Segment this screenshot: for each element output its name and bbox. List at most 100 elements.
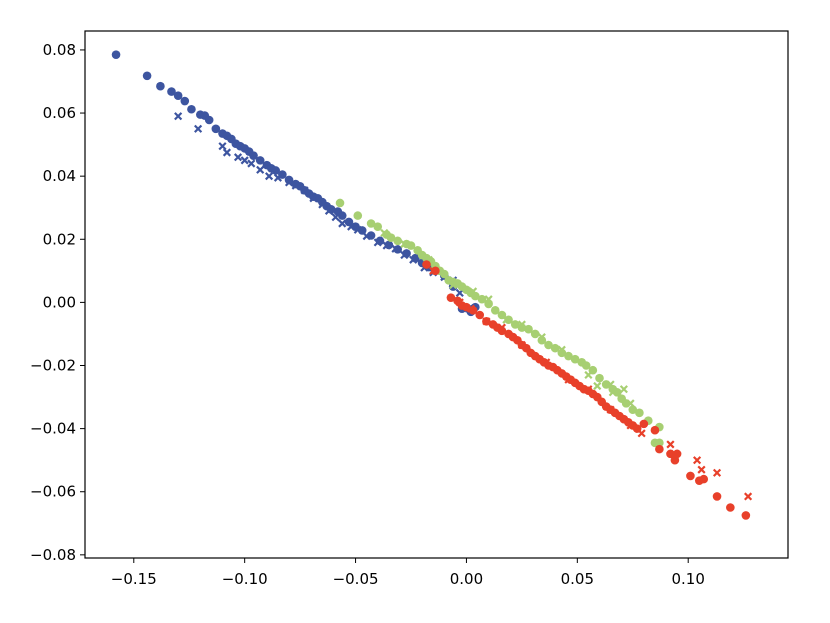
data-point <box>446 293 456 302</box>
data-point <box>530 329 540 339</box>
series-2 <box>335 198 664 448</box>
data-point-x <box>233 153 243 162</box>
data-point-x <box>429 266 438 275</box>
data-point <box>366 219 376 228</box>
data-point-x <box>712 468 722 477</box>
data-point <box>353 211 363 220</box>
data-point-x <box>606 405 615 414</box>
x-tick-label: −0.15 <box>111 570 157 588</box>
data-point <box>524 324 533 334</box>
data-point-x <box>502 315 511 324</box>
data-point-x <box>318 200 327 209</box>
y-tick-label: 0.06 <box>43 104 76 122</box>
y-tick-label: −0.08 <box>30 546 76 564</box>
data-point <box>490 305 500 315</box>
data-point-x <box>391 244 400 253</box>
data-point-x <box>466 304 475 313</box>
data-point-x <box>517 340 526 350</box>
data-point <box>477 294 487 304</box>
data-point-x <box>256 165 265 174</box>
data-point <box>712 492 722 501</box>
data-point <box>406 241 416 250</box>
data-point-x <box>353 225 362 234</box>
data-point-x <box>517 320 526 329</box>
data-point-x <box>382 241 391 250</box>
x-tick-label: −0.05 <box>333 570 379 588</box>
data-point <box>204 115 214 125</box>
data-point <box>635 408 644 418</box>
data-point-x <box>497 323 506 332</box>
data-point <box>475 310 485 320</box>
data-point-x <box>347 222 356 231</box>
data-point <box>726 503 735 512</box>
plot-frame <box>84 30 789 559</box>
data-point <box>344 217 354 227</box>
data-point-x <box>584 385 593 394</box>
data-point <box>504 315 513 325</box>
data-point-x <box>626 399 635 408</box>
data-point <box>431 266 440 276</box>
data-point <box>167 87 176 96</box>
y-tick-label: 0.08 <box>43 41 76 59</box>
data-point-x <box>240 156 249 165</box>
data-point <box>550 343 560 353</box>
data-point <box>373 222 383 231</box>
data-point-x <box>697 465 706 474</box>
data-point <box>386 233 396 242</box>
data-point-x <box>482 317 491 326</box>
data-point-x <box>564 375 573 384</box>
data-point-x <box>584 370 593 380</box>
data-point-x <box>362 232 371 241</box>
data-point-x <box>469 287 478 296</box>
data-point <box>471 291 480 301</box>
data-point <box>672 449 682 459</box>
data-point <box>337 211 347 220</box>
data-point-x <box>309 194 318 203</box>
data-point <box>639 419 649 429</box>
data-point <box>255 156 265 165</box>
data-point-x <box>409 255 418 264</box>
series-1 <box>174 112 473 313</box>
data-point-x <box>264 172 274 181</box>
data-point <box>422 260 431 269</box>
data-point-x <box>222 148 232 157</box>
data-point <box>393 236 402 246</box>
data-point <box>570 354 580 364</box>
data-point <box>180 96 190 106</box>
data-point-x <box>400 239 409 249</box>
data-point-x <box>174 112 183 121</box>
data-point <box>595 373 604 383</box>
y-tick-label: 0.02 <box>43 230 76 248</box>
data-point <box>335 198 345 208</box>
data-point-x <box>557 345 566 354</box>
data-point-x <box>608 388 617 397</box>
x-tick-label: 0.00 <box>450 570 483 588</box>
data-point-x <box>542 358 551 367</box>
series-3 <box>380 228 635 408</box>
x-tick-label: 0.10 <box>672 570 705 588</box>
data-point-x <box>593 381 602 391</box>
data-point-x <box>338 219 347 228</box>
data-point <box>628 405 638 414</box>
data-point-x <box>247 159 256 168</box>
data-point-x <box>670 449 679 458</box>
data-point-x <box>194 124 203 133</box>
data-point <box>111 50 121 59</box>
data-point <box>271 166 281 175</box>
data-point <box>650 425 660 435</box>
data-point-x <box>692 456 702 465</box>
data-point <box>510 320 520 329</box>
data-point-x <box>324 206 334 215</box>
y-axis: −0.08 −0.06 −0.04 −0.02 0.00 0.02 0.04 0.06 0.08 <box>30 41 85 564</box>
data-point <box>581 361 591 370</box>
data-point-x <box>331 213 340 222</box>
data-point <box>187 104 196 114</box>
data-point <box>741 511 751 520</box>
data-point <box>173 91 183 100</box>
data-point-x <box>606 380 615 389</box>
data-point <box>699 474 709 484</box>
data-point <box>249 151 258 160</box>
x-axis: −0.15 −0.10 −0.05 0.00 0.05 0.10 <box>111 558 705 588</box>
data-point <box>156 81 165 91</box>
